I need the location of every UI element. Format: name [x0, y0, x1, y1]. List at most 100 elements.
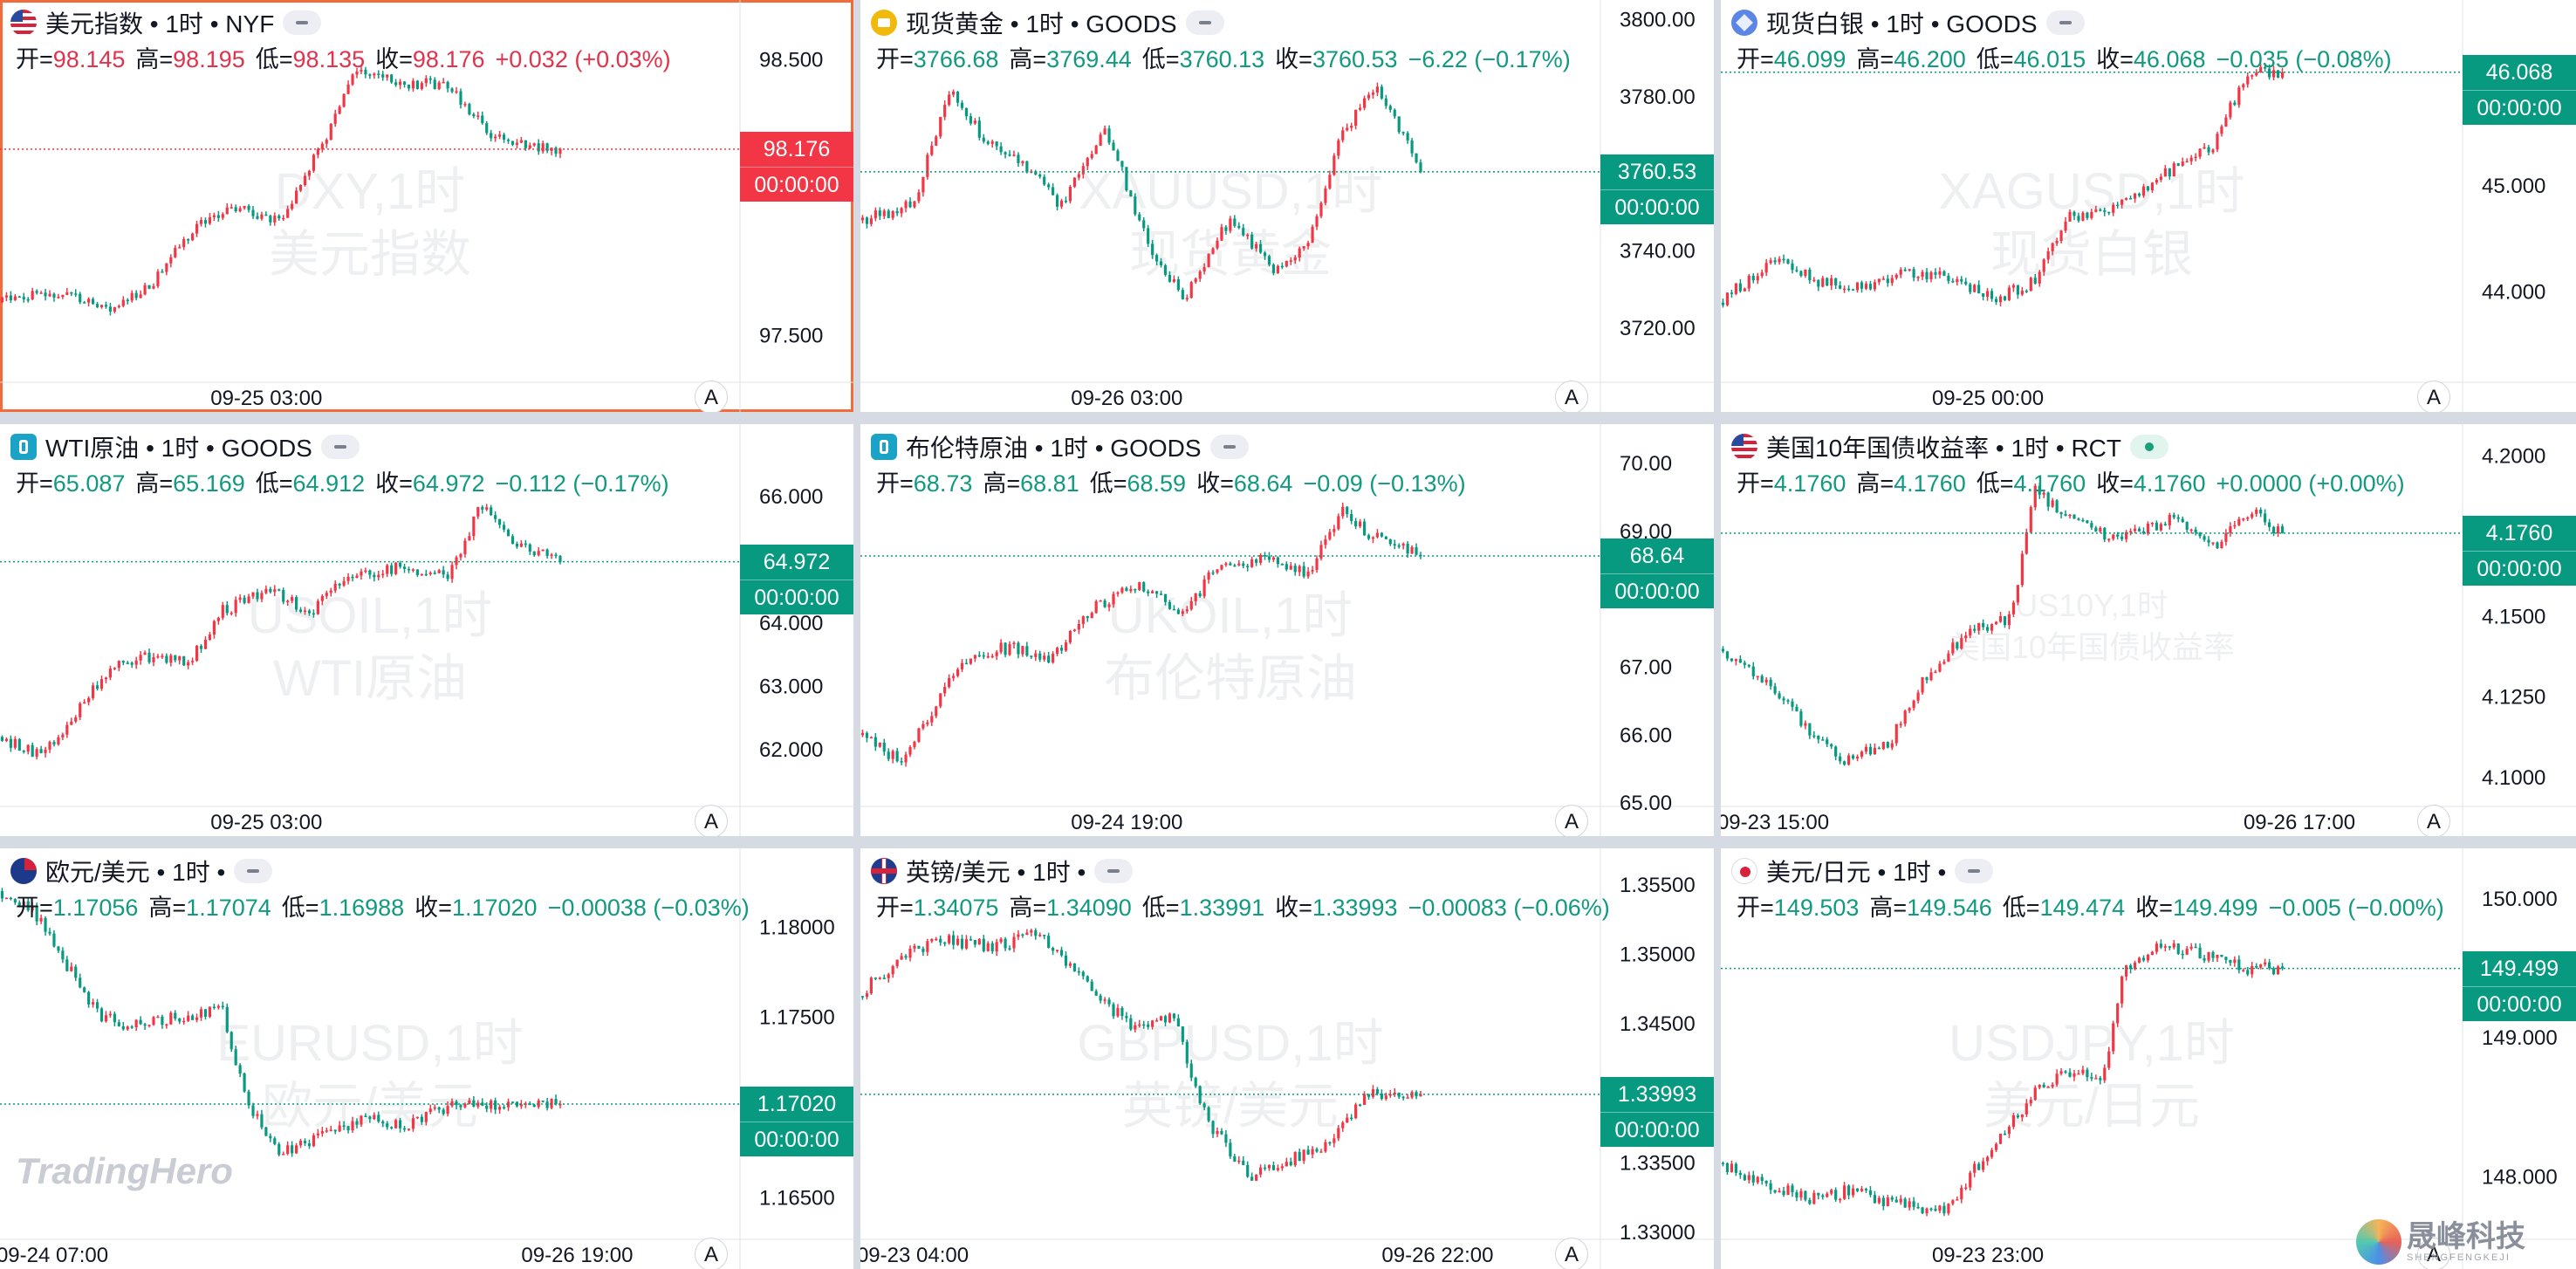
- candlestick-chart[interactable]: 150.000 149.000 148.000 09-23 23:00: [1721, 848, 2576, 1269]
- auto-scale-button[interactable]: A: [695, 1238, 728, 1269]
- candle: [402, 563, 407, 573]
- auto-scale-button[interactable]: A: [1555, 381, 1588, 412]
- chart-panel-wti[interactable]: WTI原油 • 1时 • GOODS 开=65.087 高=65.169 低=64.9…: [0, 424, 853, 836]
- candle: [2242, 518, 2245, 522]
- candle: [1298, 1149, 1301, 1162]
- candle: [908, 744, 912, 758]
- japan-flag-icon: [1731, 858, 1757, 884]
- candle: [2038, 270, 2041, 287]
- candle: [1255, 241, 1258, 252]
- candle: [2090, 209, 2093, 220]
- candle: [1189, 596, 1193, 611]
- candle: [74, 289, 78, 298]
- candle: [554, 146, 558, 157]
- candle: [44, 746, 47, 758]
- candle: [1289, 257, 1292, 265]
- candle: [995, 649, 998, 661]
- symbol-header[interactable]: 现货黄金 • 1时 • GOODS: [871, 5, 1224, 40]
- ohlc-value-open: 68.73: [913, 470, 973, 497]
- candle: [1881, 276, 1885, 280]
- candle: [165, 1023, 168, 1029]
- symbol-title[interactable]: 英镑/美元 • 1时 •: [906, 859, 1086, 886]
- symbol-header[interactable]: 美元指数 • 1时 • NYF: [10, 5, 322, 40]
- symbol-header[interactable]: 欧元/美元 • 1时 •: [10, 854, 273, 888]
- symbol-header[interactable]: 英镑/美元 • 1时 •: [871, 854, 1134, 888]
- symbol-header[interactable]: 现货白银 • 1时 • GOODS: [1731, 5, 2085, 40]
- auto-scale-button[interactable]: A: [2417, 381, 2450, 412]
- symbol-title[interactable]: 美元/日元 • 1时 •: [1766, 859, 1947, 886]
- chart-panel-eurusd[interactable]: 欧元/美元 • 1时 • 开=1.17056 高=1.17074 低=1.16988 收…: [0, 848, 853, 1269]
- chart-panel-xagusd[interactable]: 现货白银 • 1时 • GOODS 开=46.099 高=46.200 低=46.01…: [1721, 0, 2576, 412]
- candle: [498, 1104, 502, 1115]
- collapse-toggle-button[interactable]: [1955, 859, 1994, 883]
- symbol-header[interactable]: 美元/日元 • 1时 •: [1731, 854, 1994, 888]
- candle: [61, 947, 65, 964]
- symbol-title[interactable]: 布伦特原油 • 1时 • GOODS: [906, 435, 1202, 462]
- symbol-title[interactable]: WTI原油 • 1时 • GOODS: [45, 435, 312, 462]
- symbol-header[interactable]: WTI原油 • 1时 • GOODS: [10, 429, 360, 464]
- candle: [1134, 1021, 1137, 1032]
- candlestick-chart[interactable]: 1.18000 1.17500 1.16500 09-24 07:00 09-26 19…: [0, 848, 853, 1269]
- market-status-icon[interactable]: [2130, 435, 2168, 459]
- candle: [169, 1011, 173, 1025]
- chart-panel-us10y[interactable]: 美国10年国债收益率 • 1时 • RCT 开=4.1760 高=4.1760 低=4…: [1721, 424, 2576, 836]
- auto-scale-button[interactable]: A: [2417, 805, 2450, 836]
- chart-panel-gbpusd[interactable]: 英镑/美元 • 1时 • 开=1.34075 高=1.34090 低=1.33991 收…: [860, 848, 1714, 1269]
- candle: [2189, 154, 2193, 165]
- candlestick-chart[interactable]: 66.000 64.000 63.000 62.000 09-25 03:00: [0, 424, 853, 836]
- candle: [1960, 1184, 1963, 1204]
- candle: [2211, 950, 2215, 963]
- collapse-toggle-button[interactable]: [1209, 435, 1249, 459]
- candle: [2211, 542, 2215, 546]
- candle: [1839, 281, 1842, 290]
- candle: [999, 142, 1003, 155]
- chart-panel-usdjpy[interactable]: 美元/日元 • 1时 • 开=149.503 高=149.546 低=149.474 收…: [1721, 848, 2576, 1269]
- collapse-toggle-button[interactable]: [283, 10, 322, 35]
- collapse-toggle-button[interactable]: [2045, 10, 2085, 35]
- candle: [1734, 1162, 1737, 1176]
- candle: [1868, 280, 1873, 291]
- candle: [92, 683, 95, 701]
- candle: [1956, 641, 1959, 651]
- auto-scale-button[interactable]: A: [695, 805, 728, 836]
- collapse-toggle-button[interactable]: [234, 859, 273, 883]
- price-tick-label: 1.34500: [1620, 1012, 1696, 1036]
- candle: [1791, 1183, 1794, 1197]
- candle: [537, 139, 540, 155]
- candle: [2103, 207, 2107, 216]
- candle: [2059, 511, 2063, 519]
- symbol-title[interactable]: 现货白银 • 1时 • GOODS: [1766, 10, 2038, 38]
- candle: [2259, 63, 2263, 73]
- chart-panel-xauusd[interactable]: 现货黄金 • 1时 • GOODS 开=3766.68 高=3769.44 低=376…: [860, 0, 1714, 412]
- candle: [2133, 192, 2137, 203]
- collapse-toggle-button[interactable]: [320, 435, 360, 459]
- chart-panel-brent[interactable]: 布伦特原油 • 1时 • GOODS 开=68.73 高=68.81 低=68.59 收…: [860, 424, 1714, 836]
- auto-scale-button[interactable]: A: [1555, 805, 1588, 836]
- collapse-toggle-button[interactable]: [1185, 10, 1224, 35]
- chart-panel-dxy[interactable]: 美元指数 • 1时 • NYF 开=98.145 高=98.195 低=98.135 收…: [0, 0, 853, 412]
- auto-scale-button[interactable]: A: [695, 381, 728, 412]
- candle: [420, 573, 423, 576]
- symbol-title[interactable]: 美元指数 • 1时 • NYF: [45, 10, 275, 38]
- candle: [251, 1102, 255, 1119]
- symbol-title[interactable]: 欧元/美元 • 1时 •: [45, 859, 226, 886]
- candlestick-chart[interactable]: 4.2000 4.1500 4.1250 4.1000 09-23 15:00 09-26…: [1721, 424, 2576, 836]
- candle: [1795, 703, 1798, 712]
- candlestick-chart[interactable]: 98.500 97.500 09-25 03:00: [0, 0, 853, 412]
- auto-scale-button[interactable]: A: [2417, 1238, 2450, 1269]
- candle: [31, 287, 34, 301]
- ohlc-change: −0.00083 (−0.06%): [1408, 895, 1610, 921]
- auto-scale-button[interactable]: A: [1555, 1238, 1588, 1269]
- candle: [1362, 518, 1367, 537]
- candle: [2203, 142, 2206, 149]
- candle: [2016, 285, 2019, 299]
- symbol-header[interactable]: 美国10年国债收益率 • 1时 • RCT: [1731, 429, 2168, 464]
- symbol-title[interactable]: 现货黄金 • 1时 • GOODS: [906, 10, 1177, 38]
- symbol-title[interactable]: 美国10年国债收益率 • 1时 • RCT: [1766, 435, 2121, 462]
- collapse-toggle-button[interactable]: [1094, 859, 1134, 883]
- candle: [1034, 928, 1038, 940]
- symbol-header[interactable]: 布伦特原油 • 1时 • GOODS: [871, 429, 1249, 464]
- candle: [1903, 1197, 1907, 1209]
- candlestick-chart[interactable]: 1.355001.350001.345001.340001.335001.330…: [860, 848, 1714, 1269]
